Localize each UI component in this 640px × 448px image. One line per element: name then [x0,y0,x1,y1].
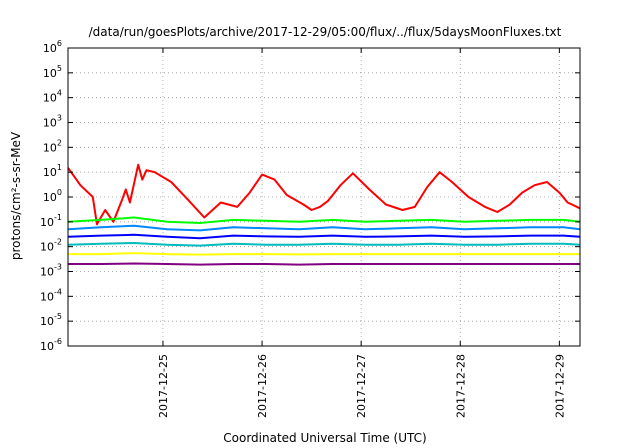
axis-ticks: 10610510410310210110010-110-210-310-410-… [40,39,580,418]
y-tick-label: 102 [43,138,62,154]
series-line [67,233,581,240]
series-line [68,252,580,256]
y-tick-label: 10-1 [40,213,62,229]
y-tick-base: 10 [43,141,57,154]
y-tick-exponent: -1 [54,213,62,222]
y-tick-base: 10 [40,315,54,328]
y-tick-exponent: 5 [57,64,62,73]
y-tick-label: 10-3 [40,263,62,279]
grid [68,48,580,346]
y-tick-exponent: -5 [54,312,62,321]
y-tick-exponent: 1 [57,163,62,172]
series-line [67,242,581,247]
series-line [67,163,581,226]
y-tick-label: 104 [43,89,62,105]
y-tick-base: 10 [40,266,54,279]
x-tick-label: 2017-12-29 [553,354,566,418]
y-tick-label: 10-4 [40,287,62,303]
x-axis-label: Coordinated Universal Time (UTC) [223,431,426,445]
y-tick-base: 10 [43,191,57,204]
y-tick-label: 10-2 [40,238,62,254]
y-tick-exponent: 2 [57,138,62,147]
y-tick-label: 100 [43,188,62,204]
y-tick-exponent: -2 [54,238,62,247]
y-tick-exponent: 0 [57,188,62,197]
y-tick-exponent: 4 [57,89,62,98]
y-tick-label: 10-6 [40,337,62,353]
series-line [67,216,581,224]
y-tick-base: 10 [40,241,54,254]
y-tick-base: 10 [43,42,57,55]
series-group [67,163,581,266]
y-tick-base: 10 [43,117,57,130]
x-tick-label: 2017-12-28 [454,354,467,418]
y-tick-base: 10 [40,216,54,229]
y-tick-label: 106 [43,39,62,55]
x-tick-label: 2017-12-26 [256,354,269,418]
plot-frame [67,47,581,347]
y-tick-base: 10 [40,340,54,353]
y-tick-label: 10-5 [40,312,62,328]
y-tick-exponent: 6 [57,39,62,48]
y-tick-exponent: -4 [54,287,62,296]
y-tick-base: 10 [43,166,57,179]
series-line [67,224,581,232]
x-tick-label: 2017-12-27 [355,354,368,418]
y-tick-base: 10 [43,92,57,105]
y-tick-label: 103 [43,114,62,130]
y-tick-exponent: -6 [54,337,62,346]
y-tick-base: 10 [43,67,57,80]
y-tick-base: 10 [40,290,54,303]
y-tick-label: 101 [43,163,62,179]
x-tick-label: 2017-12-25 [157,354,170,418]
y-axis-label: protons/cm²-s-sr-MeV [9,131,23,260]
chart-title: /data/run/goesPlots/archive/2017-12-29/0… [89,25,562,39]
y-tick-label: 105 [43,64,62,80]
y-tick-exponent: -3 [54,263,62,272]
y-tick-exponent: 3 [57,114,62,123]
series-line [68,262,580,266]
